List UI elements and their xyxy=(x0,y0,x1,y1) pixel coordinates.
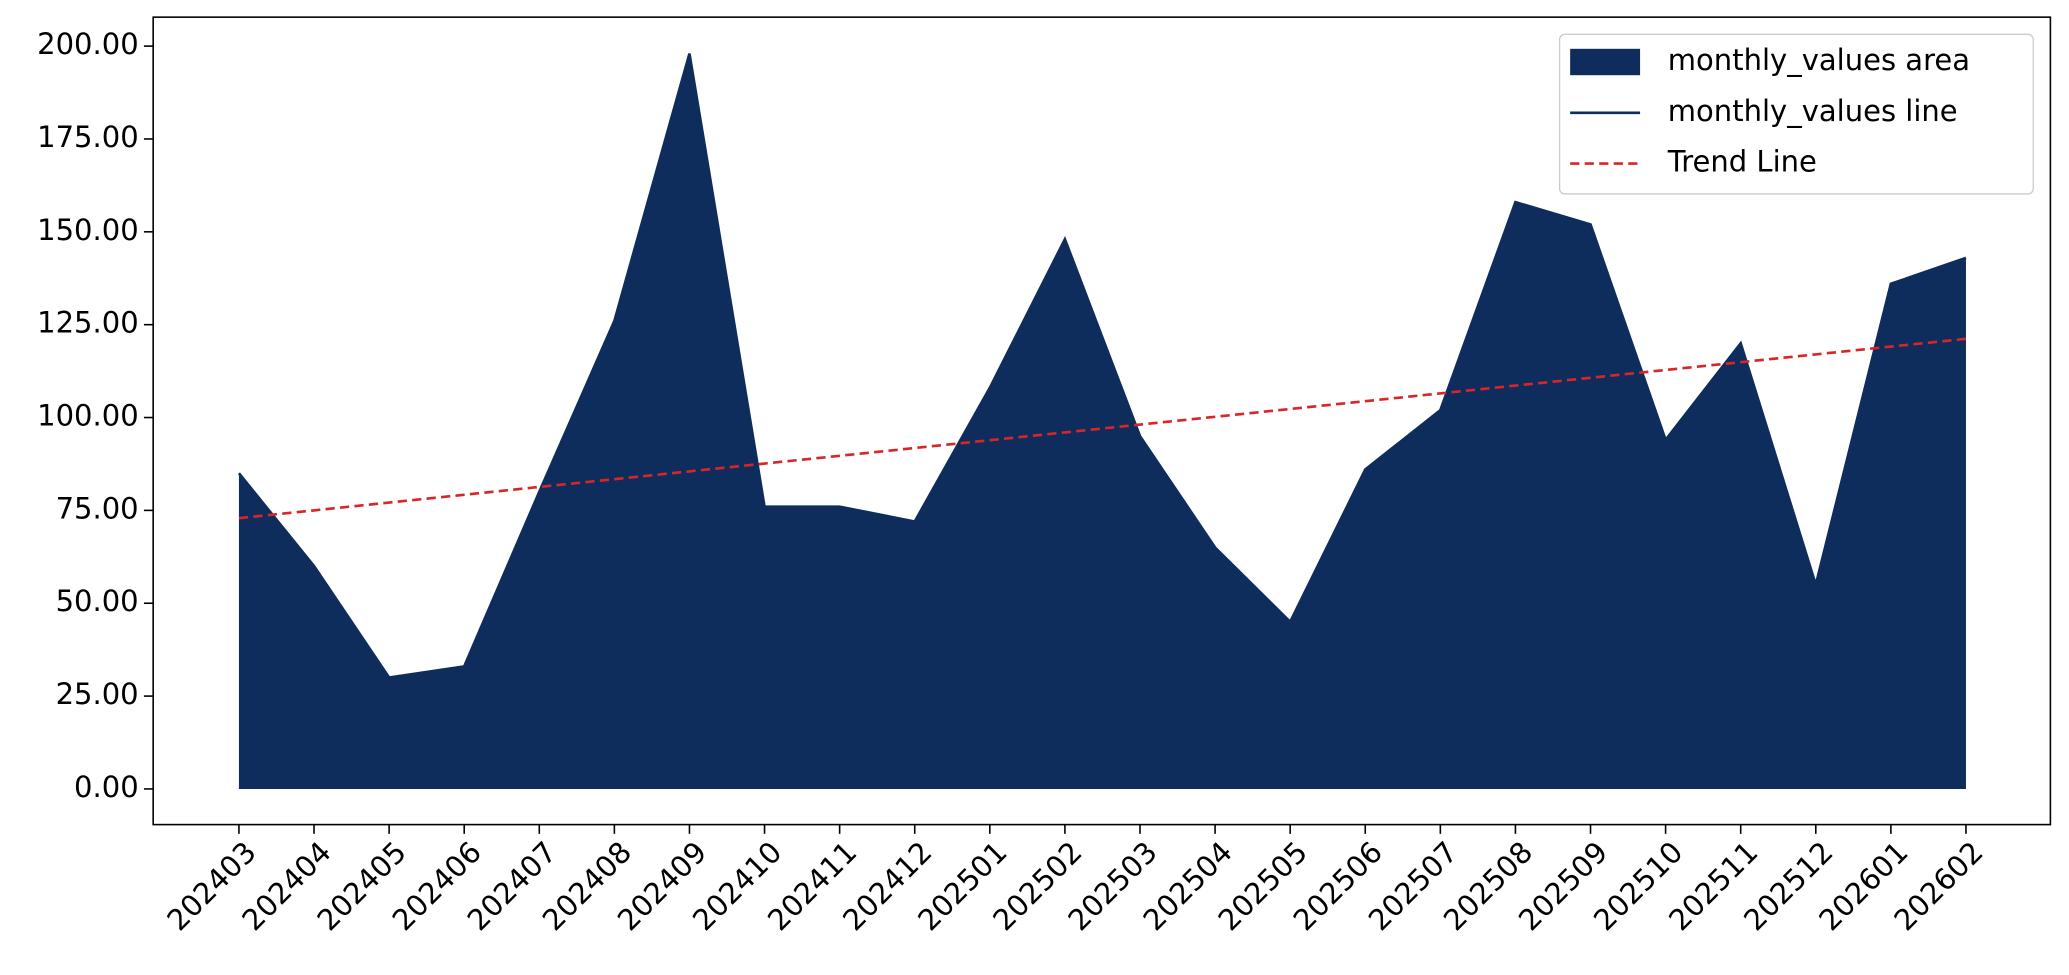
legend-label: Trend Line xyxy=(1667,145,1817,179)
y-tick-label: 150.00 xyxy=(37,213,139,247)
y-tick-label: 50.00 xyxy=(56,584,139,618)
y-tick-label: 100.00 xyxy=(37,399,139,433)
area xyxy=(238,53,1966,789)
legend: monthly_values area monthly_values line Tr… xyxy=(1558,33,2034,195)
y-tick-label: 25.00 xyxy=(56,677,139,711)
y-tick-label: 200.00 xyxy=(37,27,139,61)
y-tick-label: 0.00 xyxy=(74,770,139,804)
line xyxy=(237,53,1967,679)
y-tick-label: 75.00 xyxy=(56,491,139,525)
y-tick-label: 125.00 xyxy=(37,306,139,340)
legend-box xyxy=(1558,33,2034,195)
legend-swatch xyxy=(1570,48,1641,76)
legend-label: monthly_values line xyxy=(1668,94,1958,128)
plot-frame xyxy=(152,16,2052,826)
y-tick-label: 175.00 xyxy=(37,120,139,154)
legend-label: monthly_values area xyxy=(1668,43,1970,77)
